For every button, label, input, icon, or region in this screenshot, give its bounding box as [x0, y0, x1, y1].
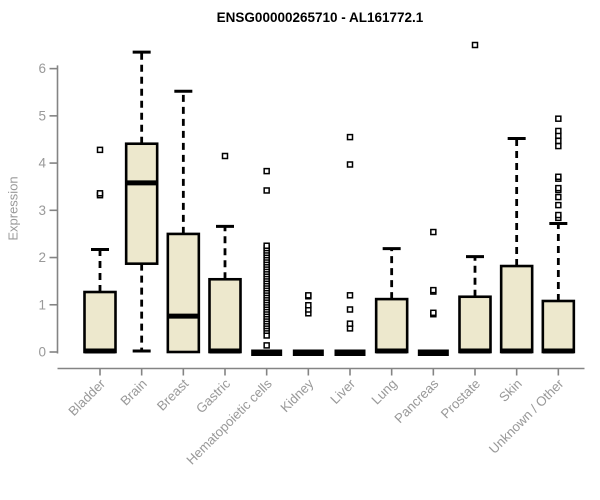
box-brain: [124, 142, 159, 265]
category-label: Bladder: [65, 376, 108, 419]
box-gastric: [208, 277, 242, 354]
outlier-point: [555, 142, 562, 150]
collapsed-box-liver: [334, 349, 366, 356]
box-lung: [374, 297, 409, 354]
outlier-point: [263, 167, 270, 175]
outlier-point: [555, 184, 562, 192]
outlier-point: [221, 152, 229, 160]
outlier-point: [430, 228, 437, 236]
outlier-point: [263, 242, 270, 249]
outlier-point: [555, 193, 562, 201]
category-label: Prostate: [438, 376, 483, 421]
y-tick-label: 5: [38, 108, 46, 123]
outlier-point: [96, 190, 104, 197]
y-tick-label: 2: [38, 250, 46, 265]
box-prostate: [458, 295, 492, 354]
box-unknown-other: [541, 299, 576, 354]
outlier-point: [555, 211, 562, 219]
box-bladder: [83, 290, 117, 354]
outlier-point: [430, 309, 437, 317]
category-label: Skin: [496, 376, 525, 405]
outlier-point: [555, 115, 562, 122]
outlier-point: [555, 173, 562, 181]
category-label: Liver: [327, 376, 358, 407]
category-label: Lung: [368, 376, 399, 407]
outlier-point: [305, 292, 312, 299]
outlier-point: [346, 292, 354, 299]
category-label: Kidney: [277, 376, 316, 415]
box-skin: [499, 264, 534, 354]
outlier-point: [346, 161, 354, 168]
category-label: Unknown / Other: [486, 376, 567, 457]
category-label: Pancreas: [391, 376, 441, 426]
outlier-point: [555, 201, 562, 209]
y-tick-label: 3: [38, 203, 46, 218]
category-label: Brain: [117, 376, 149, 408]
outlier-point: [263, 342, 270, 349]
outlier-point: [555, 137, 562, 145]
outlier-point: [346, 133, 354, 141]
collapsed-box-kidney: [292, 349, 324, 356]
chart-title: ENSG00000265710 - AL161772.1: [216, 10, 424, 25]
outlier-point: [346, 320, 354, 327]
y-tick-label: 0: [38, 345, 46, 360]
outlier-point: [471, 41, 479, 49]
category-label: Gastric: [193, 376, 233, 416]
collapsed-box-pancreas: [417, 349, 449, 356]
outlier-point: [263, 187, 270, 194]
outlier-point: [346, 306, 354, 313]
y-tick-label: 1: [38, 297, 46, 312]
outlier-point: [305, 301, 312, 309]
collapsed-box-hematopoietic-cells: [251, 349, 283, 356]
outlier-point: [555, 127, 562, 135]
box-breast: [166, 232, 201, 354]
y-tick-label: 4: [38, 156, 46, 171]
y-tick-label: 6: [38, 61, 46, 76]
category-label: Breast: [154, 376, 192, 414]
outlier-point: [430, 286, 437, 294]
outlier-point: [96, 146, 104, 154]
